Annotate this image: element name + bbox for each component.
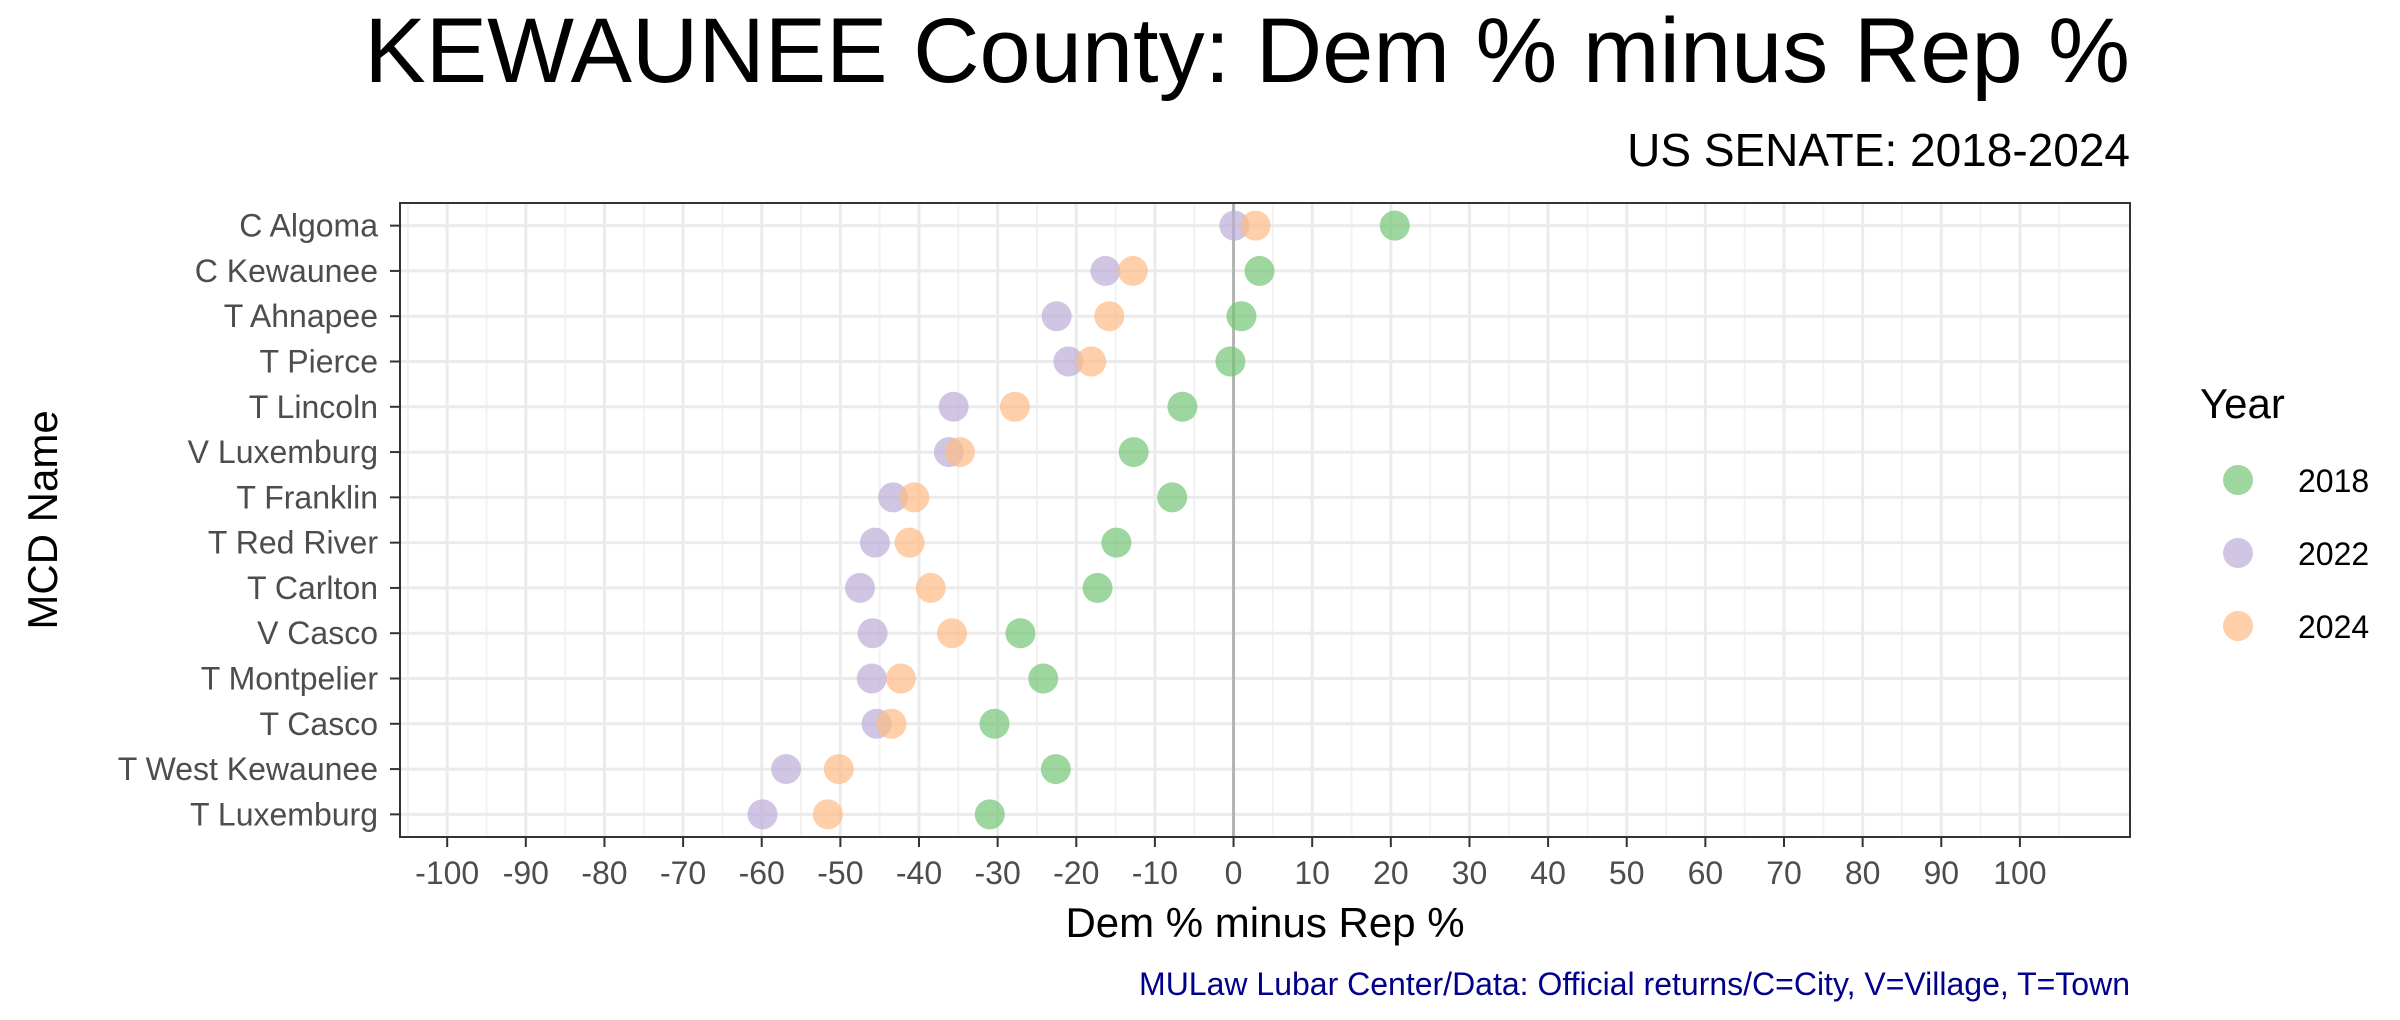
plot-panel-border [399, 202, 2131, 838]
data-point-2018 [1028, 663, 1059, 694]
x-tick-label: -70 [660, 855, 706, 891]
data-points [747, 210, 1410, 830]
chart-caption: MULaw Lubar Center/Data: Official return… [1139, 966, 2130, 1002]
grid-lines [400, 203, 2130, 837]
data-point-2018 [1167, 391, 1198, 422]
y-tick-label: T Red River [208, 525, 378, 561]
x-tick-label: 30 [1452, 855, 1488, 891]
data-point-2024 [899, 482, 930, 513]
data-point-2022 [938, 391, 969, 422]
x-tick-label: -80 [581, 855, 627, 891]
y-axis-title: MCD Name [19, 410, 66, 629]
x-axis-title: Dem % minus Rep % [1065, 899, 1464, 946]
y-tick-label: T Ahnapee [224, 298, 378, 334]
data-point-2024 [885, 663, 916, 694]
y-tick-label: T Lincoln [249, 389, 378, 425]
x-tick-label: -30 [975, 855, 1021, 891]
data-point-2024 [915, 572, 946, 603]
x-tick-label: -10 [1132, 855, 1178, 891]
y-tick-label: T West Kewaunee [118, 751, 378, 787]
data-point-2018 [979, 708, 1010, 739]
data-point-2024 [1076, 346, 1107, 377]
y-tick-label: T Casco [259, 706, 378, 742]
data-point-2022 [1219, 210, 1250, 241]
x-tick-label: 40 [1530, 855, 1566, 891]
data-point-2022 [878, 482, 909, 513]
x-tick-label: -90 [503, 855, 549, 891]
data-point-2022 [857, 618, 888, 649]
data-point-2018 [1005, 618, 1036, 649]
data-point-2018 [1101, 527, 1132, 558]
x-tick-label: 0 [1225, 855, 1243, 891]
data-point-2022 [771, 754, 802, 785]
data-point-2024 [937, 618, 968, 649]
x-tick-label: -60 [739, 855, 785, 891]
chart-subtitle: US SENATE: 2018-2024 [1627, 124, 2130, 176]
y-tick-label: C Algoma [239, 208, 378, 244]
data-point-2024 [876, 708, 907, 739]
legend-label-2024: 2024 [2298, 609, 2369, 645]
data-point-2018 [1118, 437, 1149, 468]
y-tick-label: T Pierce [259, 344, 378, 380]
data-point-2018 [1082, 572, 1113, 603]
chart-title: KEWAUNEE County: Dem % minus Rep % [364, 0, 2130, 102]
data-point-2024 [1240, 210, 1271, 241]
data-point-2018 [974, 799, 1005, 830]
data-point-2018 [1379, 210, 1410, 241]
x-tick-label: -40 [896, 855, 942, 891]
data-point-2022 [859, 527, 890, 558]
y-tick-label: T Franklin [236, 479, 378, 515]
x-tick-label: 90 [1923, 855, 1959, 891]
data-point-2018 [1215, 346, 1246, 377]
data-point-2018 [1040, 754, 1071, 785]
y-tick-label: C Kewaunee [195, 253, 378, 289]
y-tick-label: V Casco [257, 615, 378, 651]
legend-key-2024 [2223, 611, 2253, 641]
data-point-2022 [845, 572, 876, 603]
x-tick-label: 100 [1993, 855, 2046, 891]
data-point-2024 [894, 527, 925, 558]
x-axis: -100 -90 -80 -70 -60 -50 -40 -30 -20 -10 0 10 20 30 40… [415, 837, 2047, 891]
data-point-2022 [856, 663, 887, 694]
y-tick-label: T Carlton [247, 570, 378, 606]
data-point-2018 [1244, 255, 1275, 286]
y-tick-label: T Montpelier [201, 661, 379, 697]
x-tick-label: -100 [415, 855, 479, 891]
data-point-2024 [812, 799, 843, 830]
plot-panel-background [400, 203, 2130, 837]
data-point-2018 [1226, 301, 1257, 332]
x-tick-label: -20 [1053, 855, 1099, 891]
x-tick-label: 70 [1766, 855, 1802, 891]
legend-key-2022 [2223, 538, 2253, 568]
y-tick-label: T Luxemburg [190, 796, 378, 832]
x-tick-label: -50 [817, 855, 863, 891]
legend-key-2018 [2223, 465, 2253, 495]
x-tick-label: 60 [1688, 855, 1724, 891]
data-point-2022 [1041, 301, 1072, 332]
data-point-2022 [1053, 346, 1084, 377]
data-point-2022 [1090, 255, 1121, 286]
legend: 2018 2022 2024 [2223, 463, 2369, 645]
data-point-2018 [1157, 482, 1188, 513]
x-tick-label: 80 [1845, 855, 1881, 891]
x-tick-label: 10 [1294, 855, 1330, 891]
data-point-2024 [944, 437, 975, 468]
data-point-2024 [823, 754, 854, 785]
y-axis: C Algoma C Kewaunee T Ahnapee T Pierce T Lin… [118, 208, 400, 832]
legend-title: Year [2200, 380, 2285, 427]
data-point-2024 [1117, 255, 1148, 286]
legend-label-2022: 2022 [2298, 536, 2369, 572]
data-point-2024 [999, 391, 1030, 422]
y-tick-label: V Luxemburg [188, 434, 378, 470]
legend-label-2018: 2018 [2298, 463, 2369, 499]
x-tick-label: 20 [1373, 855, 1409, 891]
data-point-2024 [1094, 301, 1125, 332]
x-tick-label: 50 [1609, 855, 1645, 891]
data-point-2022 [747, 799, 778, 830]
